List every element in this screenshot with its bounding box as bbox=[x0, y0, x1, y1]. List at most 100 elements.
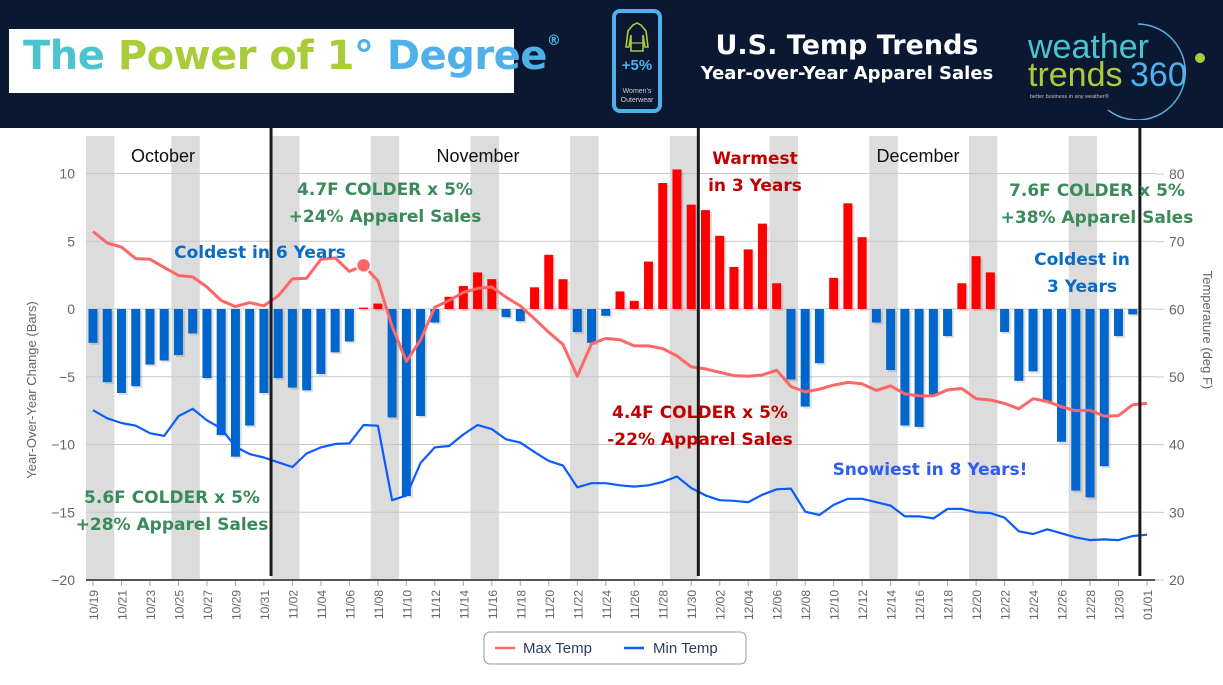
line-min-temp bbox=[92, 407, 1148, 542]
x-tick-label: 11/28 bbox=[657, 590, 671, 619]
bar bbox=[530, 287, 540, 309]
bar bbox=[230, 309, 240, 457]
x-tick-label: 12/22 bbox=[999, 590, 1013, 620]
annotation-dec-result: 7.6F COLDER x 5% bbox=[1009, 181, 1185, 201]
y-left-tick-label: −15 bbox=[51, 504, 75, 520]
bar bbox=[287, 309, 297, 388]
bar bbox=[943, 309, 953, 337]
x-tick-label: 10/25 bbox=[172, 590, 186, 620]
bar bbox=[957, 283, 967, 309]
bar bbox=[985, 272, 995, 309]
x-tick-label: 12/02 bbox=[714, 590, 728, 620]
bar bbox=[373, 303, 383, 309]
coat-icon bbox=[625, 22, 649, 52]
legend-item-min-temp[interactable]: Min Temp bbox=[653, 640, 718, 657]
y-left-tick-label: −10 bbox=[51, 437, 75, 453]
bar bbox=[1057, 309, 1067, 442]
bar bbox=[914, 309, 924, 427]
bar bbox=[102, 309, 112, 383]
bar bbox=[686, 204, 696, 309]
bar bbox=[458, 285, 468, 309]
bar bbox=[259, 309, 269, 394]
bar bbox=[401, 309, 411, 496]
annotation-dec-result-neg: 4.4F COLDER x 5% bbox=[612, 403, 788, 423]
bar bbox=[473, 272, 483, 309]
y-right-tick-label: 30 bbox=[1169, 504, 1185, 520]
bar bbox=[330, 309, 340, 353]
temp-lines bbox=[92, 230, 1148, 542]
month-label: October bbox=[131, 146, 195, 166]
badge-label-line-2: Outerwear bbox=[620, 97, 654, 104]
legend-item-max-temp[interactable]: Max Temp bbox=[523, 640, 592, 657]
x-tick-label: 11/26 bbox=[628, 590, 642, 619]
x-tick-label: 12/08 bbox=[799, 590, 813, 620]
logo-word-trends: trends bbox=[1028, 56, 1123, 94]
outerwear-badge: +5% Women's Outerwear bbox=[612, 9, 662, 113]
bar bbox=[116, 309, 126, 394]
x-tick-label: 11/02 bbox=[286, 590, 300, 619]
bar bbox=[1114, 309, 1124, 337]
bar bbox=[1014, 309, 1024, 381]
bar bbox=[886, 309, 896, 370]
bar bbox=[871, 309, 881, 323]
chart-heading: U.S. Temp Trends Year-over-Year Apparel … bbox=[672, 30, 1022, 84]
x-tick-label: 11/04 bbox=[315, 590, 329, 619]
bar bbox=[715, 235, 725, 309]
annotation-dec-coldest: 3 Years bbox=[1047, 277, 1117, 297]
x-tick-label: 12/06 bbox=[771, 590, 785, 620]
badge-value: +5% bbox=[621, 57, 653, 74]
bar bbox=[1071, 309, 1081, 491]
month-dividers bbox=[269, 128, 1142, 576]
bar bbox=[900, 309, 910, 426]
month-label: December bbox=[876, 146, 959, 166]
y-right-tick-label: 70 bbox=[1169, 234, 1185, 250]
logo-dot bbox=[1195, 53, 1205, 63]
bar bbox=[344, 309, 354, 342]
x-tick-label: 10/19 bbox=[87, 590, 101, 620]
x-tick-label: 11/22 bbox=[571, 590, 585, 619]
x-tick-label: 12/20 bbox=[970, 590, 984, 620]
annotation-nov-warmest: in 3 Years bbox=[708, 176, 802, 196]
bar bbox=[928, 309, 938, 395]
title-part-the: The bbox=[23, 33, 118, 79]
x-tick-label: 11/20 bbox=[543, 590, 557, 619]
bar bbox=[216, 309, 226, 436]
bar bbox=[387, 309, 397, 418]
annotation-dec-coldest: Coldest in bbox=[1034, 250, 1130, 270]
x-tick-label: 11/12 bbox=[429, 590, 443, 619]
x-tick-label: 11/08 bbox=[372, 590, 386, 619]
heading-main: U.S. Temp Trends bbox=[715, 30, 979, 61]
temp-trends-chart: 1050−5−10−15−2080706050403020Year-Over-Y… bbox=[24, 128, 1215, 665]
page-title: The Power of 1° Degree® bbox=[23, 33, 561, 79]
bar bbox=[188, 309, 198, 334]
x-tick-label: 11/10 bbox=[400, 590, 414, 619]
bar bbox=[302, 309, 312, 391]
bar bbox=[829, 277, 839, 309]
bar bbox=[1099, 309, 1109, 467]
bar bbox=[416, 309, 426, 417]
title-part-degree: ° Degree bbox=[354, 33, 547, 79]
y-left-tick-label: −20 bbox=[51, 572, 75, 588]
bar bbox=[601, 309, 611, 316]
bar bbox=[658, 182, 668, 309]
logo-word-weather: weather bbox=[1027, 28, 1149, 66]
bar bbox=[1000, 309, 1010, 333]
title-part-power: Power of 1 bbox=[117, 33, 355, 79]
bar bbox=[1042, 309, 1052, 403]
logo-ring bbox=[1107, 23, 1187, 120]
bar bbox=[558, 279, 568, 309]
bar bbox=[444, 296, 454, 309]
bar bbox=[159, 309, 169, 361]
bar bbox=[843, 203, 853, 309]
bar bbox=[629, 300, 639, 309]
x-tick-label: 12/28 bbox=[1084, 590, 1098, 620]
bar bbox=[202, 309, 212, 379]
y-left-tick-label: 10 bbox=[59, 166, 75, 182]
x-tick-label: 12/10 bbox=[828, 590, 842, 620]
bars-yoy-change bbox=[88, 169, 1140, 500]
bar bbox=[729, 266, 739, 309]
heading-sub: Year-over-Year Apparel Sales bbox=[700, 63, 994, 84]
y-right-axis-title: Temperature (deg F) bbox=[1200, 271, 1215, 390]
legend[interactable]: Max Temp Min Temp bbox=[483, 631, 747, 665]
badge-label: Women's Outerwear bbox=[616, 87, 658, 105]
